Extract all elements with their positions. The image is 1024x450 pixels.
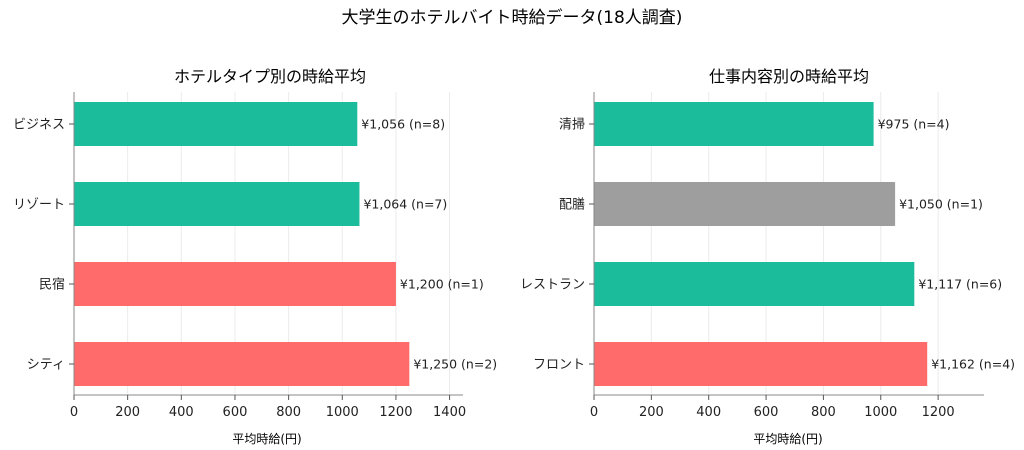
data-labels: ¥1,056 (n=8) ¥1,064 (n=7) ¥1,200 (n=1) ¥1,2… [361,117,497,372]
ticks: 0 200 400 600 800 1000 1200 1400 [69,123,466,420]
bars [74,102,410,386]
x-tick-label: 800 [276,405,301,420]
category-label: 民宿 [39,277,65,293]
category-label: ビジネス [13,118,65,133]
job-type-chart: 仕事内容別の時給平均 0 200 400 600 800 1000 1200 清掃配膳レスト… [520,67,1015,446]
bar [594,342,928,386]
category-label: 配膳 [559,197,585,213]
x-axis-label: 平均時給(円) [232,432,301,446]
x-tick-label: 400 [696,405,721,420]
hotel-type-chart: ホテルタイプ別の時給平均 0 200 400 600 800 1000 1200 1400 ビ… [13,67,497,446]
bars [594,102,928,386]
data-label: ¥1,117 (n=6) [918,277,1002,292]
x-tick-label: 1000 [326,405,359,420]
axes [593,92,984,396]
data-label: ¥1,162 (n=4) [931,357,1015,372]
category-label: リゾート [13,198,65,213]
category-label: レストラン [520,278,585,293]
data-label: ¥1,200 (n=1) [400,277,484,292]
bar [74,102,358,146]
category-label: シティ [27,358,65,373]
x-tick-label: 200 [115,405,140,420]
chart-title: ホテルタイプ別の時給平均 [174,67,366,86]
data-label: ¥1,250 (n=2) [413,357,497,372]
data-labels: ¥975 (n=4) ¥1,050 (n=1) ¥1,117 (n=6) ¥1,162… [878,117,1015,372]
axes [73,92,463,396]
bar [594,182,896,226]
bar [594,262,915,306]
category-label: 清掃 [559,117,585,133]
data-label: ¥1,056 (n=8) [361,117,445,132]
x-axis-label: 平均時給(円) [753,432,822,446]
x-tick-label: 600 [754,405,779,420]
data-label: ¥975 (n=4) [878,117,950,132]
x-tick-label: 400 [169,405,194,420]
bar [74,262,396,306]
x-tick-label: 0 [590,405,598,420]
x-tick-label: 200 [639,405,664,420]
bar [74,182,360,226]
data-label: ¥1,064 (n=7) [363,197,447,212]
x-tick-label: 800 [811,405,836,420]
ticks: 0 200 400 600 800 1000 1200 [589,123,955,420]
x-tick-label: 0 [70,405,78,420]
data-label: ¥1,050 (n=1) [899,197,983,212]
category-label: フロント [533,358,585,373]
bar [594,102,874,146]
x-tick-label: 1400 [433,405,466,420]
x-tick-label: 1200 [922,405,955,420]
figure-title: 大学生のホテルバイト時給データ(18人調査) [342,7,683,28]
x-tick-label: 1000 [864,405,897,420]
chart-title: 仕事内容別の時給平均 [709,67,869,86]
bar [74,342,410,386]
x-tick-label: 600 [223,405,248,420]
x-tick-label: 1200 [379,405,412,420]
